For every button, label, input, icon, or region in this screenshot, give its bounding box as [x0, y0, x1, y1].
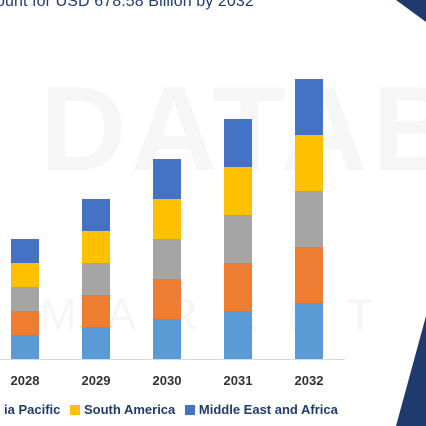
- bar-segment-2030-3: [153, 199, 181, 239]
- bar-segment-2028-2: [11, 287, 39, 311]
- legend-swatch: [184, 405, 195, 415]
- bar-segment-2030-1: [153, 279, 181, 319]
- corner-decoration-top: [396, 0, 426, 22]
- bar-segment-2030-4: [153, 159, 181, 199]
- bar-segment-2030-0: [153, 319, 181, 359]
- x-tick-label-2030: 2030: [153, 373, 182, 388]
- x-tick-label-2029: 2029: [82, 373, 111, 388]
- bar-segment-2029-2: [82, 263, 110, 295]
- legend-label: Middle East and Africa: [198, 402, 338, 417]
- bar-segment-2029-4: [82, 199, 110, 231]
- bar-segment-2031-3: [224, 167, 252, 215]
- legend-label: South America: [84, 402, 176, 417]
- bar-segment-2032-1: [295, 247, 323, 303]
- bar-segment-2028-3: [11, 263, 39, 287]
- legend-item-south-america: South America: [70, 402, 175, 417]
- bar-segment-2029-3: [82, 231, 110, 263]
- bar-segment-2032-4: [295, 79, 323, 135]
- bar-segment-2031-0: [224, 311, 252, 359]
- bar-segment-2029-0: [82, 327, 110, 359]
- legend-swatch: [70, 405, 80, 415]
- bar-segment-2032-3: [295, 135, 323, 191]
- x-tick-label-2028: 2028: [11, 373, 40, 388]
- x-tick-label-2031: 2031: [224, 373, 253, 388]
- corner-decoration-bottom: [396, 316, 426, 426]
- x-tick-label-2032: 2032: [295, 373, 324, 388]
- legend-label: ia Pacific: [4, 402, 61, 417]
- bar-segment-2028-4: [11, 239, 39, 263]
- bar-segment-2028-0: [11, 335, 39, 359]
- legend-item-middle-east-africa: Middle East and Africa: [184, 402, 338, 417]
- bar-segment-2031-1: [224, 263, 252, 311]
- bar-segment-2032-2: [295, 191, 323, 247]
- bar-segment-2030-2: [153, 239, 181, 279]
- bar-segment-2031-2: [224, 215, 252, 263]
- bar-segment-2032-0: [295, 303, 323, 359]
- bar-segment-2031-4: [224, 119, 252, 167]
- chart-legend: ia Pacific South America Middle East and…: [0, 402, 344, 417]
- bar-segment-2029-1: [82, 295, 110, 327]
- bar-segment-2028-1: [11, 311, 39, 335]
- chart-title: ount for USD 678.58 Billion by 2032: [0, 0, 254, 10]
- legend-item-asia-pacific: ia Pacific: [0, 402, 60, 417]
